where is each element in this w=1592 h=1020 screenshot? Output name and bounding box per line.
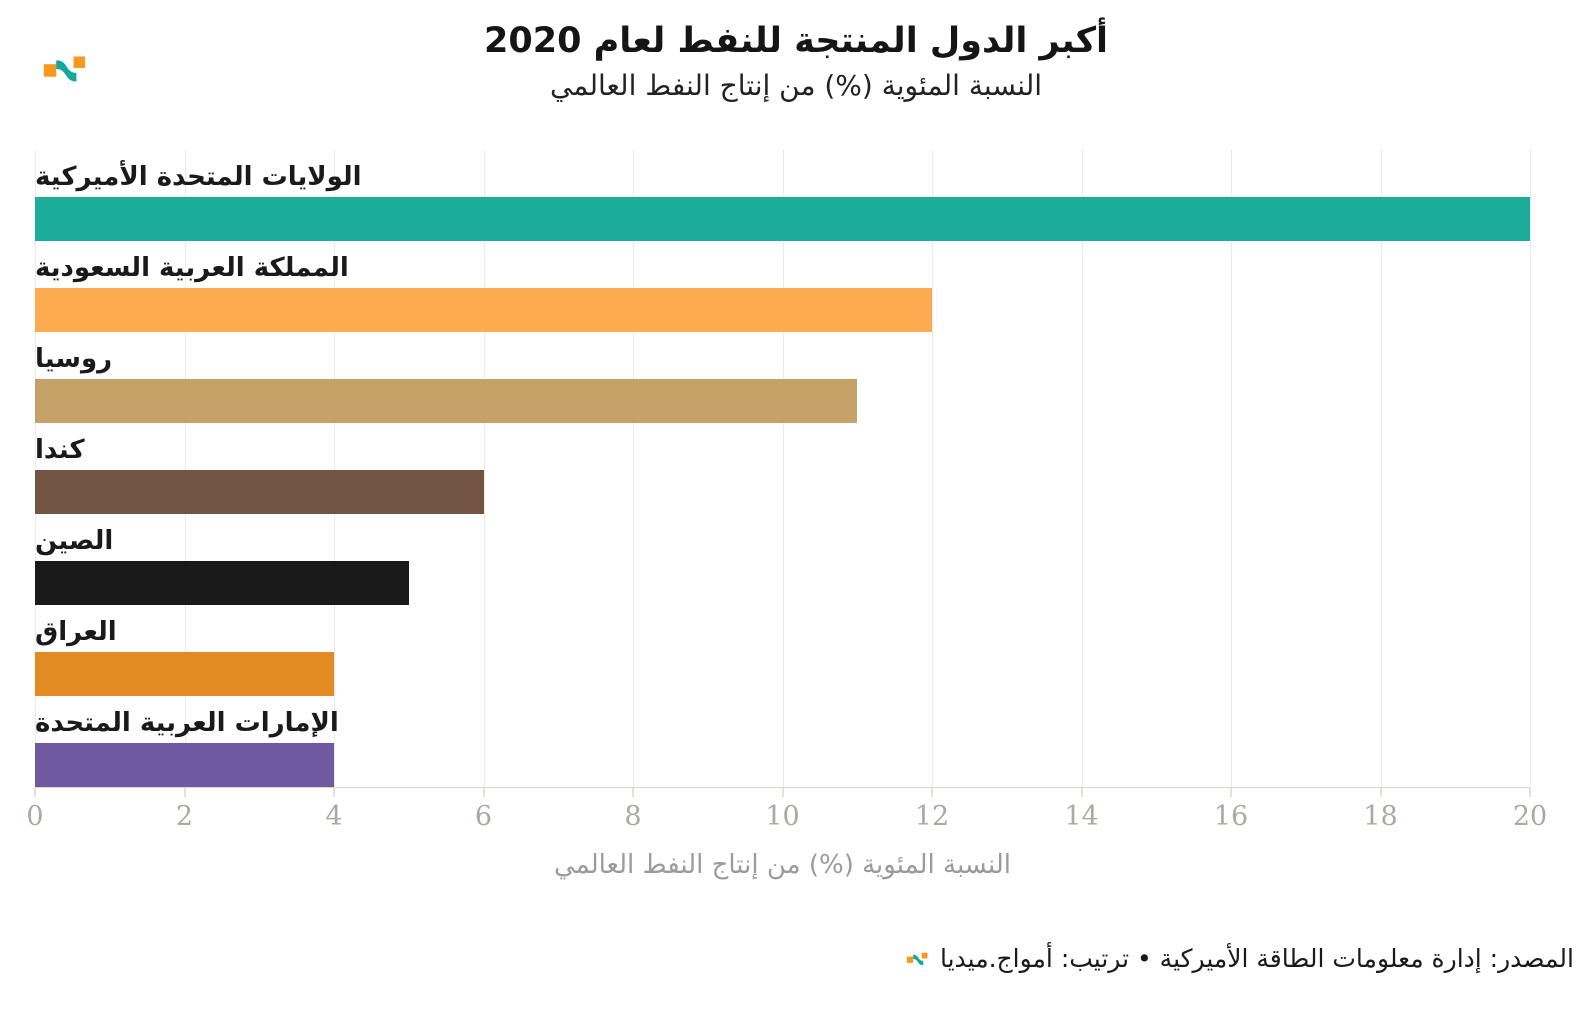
bar-label: الصين [35,526,114,556]
gridline [483,150,485,787]
axis-tick-label: 0 [26,801,44,832]
bar [35,470,484,514]
axis-tick-label: 6 [474,801,493,832]
bar-group: المملكة العربية السعودية [35,241,1530,332]
axis-tick-label: 2 [175,801,194,832]
axis-tick [632,788,634,797]
axis-tick [1230,788,1232,797]
axis-tick-label: 8 [624,801,642,832]
plot-area: الولايات المتحدة الأميركية المملكة العربي… [35,150,1531,787]
bar-group: الصين [35,514,1530,605]
amwaj-wave-logo [38,52,86,90]
x-axis-title: النسبة المئوية (%) من إنتاج النفط العالم… [554,850,1011,880]
bar [35,743,334,787]
gridline [334,150,335,787]
gridline [1530,150,1531,787]
bar [35,652,334,696]
axis-tick [781,788,784,797]
gridline [1380,150,1382,787]
bar-group: كندا [35,423,1530,514]
gridline [184,150,186,787]
amwaj-wave-logo-svg [43,56,86,82]
axis-tick [1529,788,1531,797]
chart-header: أكبر الدول المنتجة للنفط لعام 2020 النسب… [0,20,1592,104]
grid [35,150,1531,787]
bar [35,379,858,423]
gridline [932,150,933,787]
x-axis: 0 2 4 6 8 10 12 14 16 18 20 [26,787,1547,832]
gridline [633,150,634,787]
axis-tick [482,788,485,797]
bar-label: العراق [35,617,117,647]
source-text: المصدر: إدارة معلومات الطاقة الأميركية •… [939,944,1574,973]
chart-subtitle: النسبة المئوية (%) من إنتاج النفط العالم… [549,68,1043,102]
axis-tick [931,788,933,797]
bars: الولايات المتحدة الأميركية المملكة العربي… [35,150,1530,787]
axis-tick-label: 16 [1213,801,1249,832]
axis-tick-label: 18 [1363,801,1398,832]
axis-tick-label: 10 [765,801,800,832]
footer: المصدر: إدارة معلومات الطاقة الأميركية •… [904,944,1574,973]
bar-group: روسيا [35,332,1530,423]
bar-group: العراق [35,605,1530,696]
bar-label: كندا [35,435,85,465]
bar-group: الإمارات العربية المتحدة [35,696,1530,787]
gridline [35,150,36,787]
axis-tick [1080,788,1083,797]
bar [35,288,932,332]
axis-tick-label: 20 [1512,801,1548,832]
axis-tick [333,788,335,797]
axis-tick-label: 12 [914,801,950,832]
axis-tick-label: 4 [325,801,343,832]
bar [35,197,1530,241]
bar-label: روسيا [35,344,113,374]
bar-label: المملكة العربية السعودية [35,253,349,283]
gridline [1231,150,1232,787]
bar-group: الولايات المتحدة الأميركية [35,150,1530,241]
bar-label: الولايات المتحدة الأميركية [35,162,362,192]
amwaj-wave-logo-small [906,952,928,965]
bar [35,561,409,605]
bar-label: الإمارات العربية المتحدة [35,708,339,738]
chart-title: أكبر الدول المنتجة للنفط لعام 2020 [484,21,1108,61]
gridline [1081,150,1083,787]
axis-tick-label: 14 [1064,801,1099,832]
axis-tick [1379,788,1382,797]
axis-tick [183,788,186,797]
gridline [782,150,784,787]
axis-tick [34,788,36,797]
